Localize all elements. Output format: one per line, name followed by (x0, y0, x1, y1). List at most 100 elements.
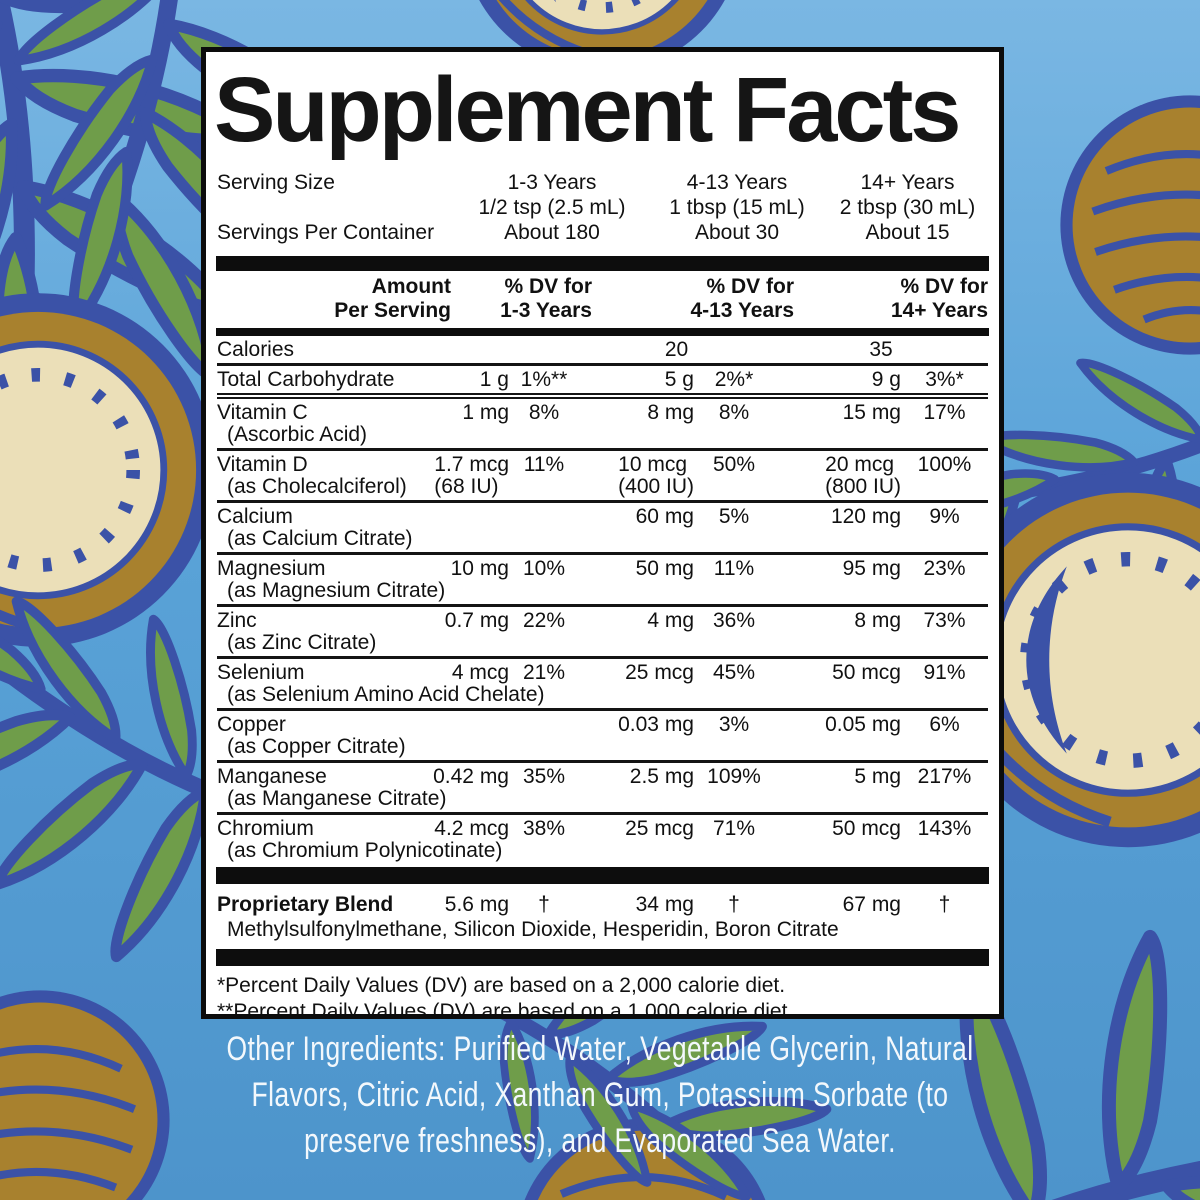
nutrient-form: (as Selenium Amino Acid Chelate) (227, 683, 545, 706)
dv-14plus: 143% (917, 817, 972, 840)
dv-14plus: 217% (917, 765, 972, 788)
dv-1-3: 38% (522, 817, 566, 840)
amount-1-3: 5.6 mg (444, 893, 509, 916)
nutrient-name: Chromium (217, 817, 314, 840)
nutrient-name: Vitamin D (217, 453, 308, 476)
row-chromium: Chromium (as Chromium Polynicotinate) 4.2… (217, 815, 988, 864)
amount-4-13: 10 mcg (400 IU) (618, 453, 694, 498)
nutrient-name: Selenium (217, 661, 305, 684)
amount-14plus: 5 mg (854, 765, 901, 788)
nutrient-form: (as Magnesium Citrate) (227, 579, 446, 602)
separator-bar-thick (216, 867, 989, 884)
nutrient-form: (as Manganese Citrate) (227, 787, 447, 810)
row-proprietary-blend: Proprietary Blend 5.6 mg † 34 mg † 67 mg… (217, 887, 988, 916)
dv-14plus: 23% (923, 557, 966, 580)
dv-1-3: 8% (528, 401, 560, 424)
header-dv-1-3: % DV for 1-3 Years (500, 275, 592, 322)
amount-4-13: 50 mg (635, 557, 694, 580)
panel-title: Supplement Facts (214, 59, 961, 161)
dv-4-13: 11% (713, 557, 755, 580)
amount-4-13: 60 mg (635, 505, 694, 528)
age-group-1: 1-3 Years (507, 171, 597, 194)
dv-1-3: 10% (522, 557, 566, 580)
row-zinc: Zinc (as Zinc Citrate) 0.7 mg 22% 4 mg 36… (217, 607, 988, 659)
dv-4-13: 45% (712, 661, 756, 684)
amount-14plus: 50 mcg (832, 817, 901, 840)
nutrient-form: (as Cholecalciferol) (227, 475, 407, 498)
row-calories: Calories 20 35 (217, 336, 988, 366)
dv-4-13: 3% (718, 713, 750, 736)
serving-info: Serving Size 1-3 Years 4-13 Years 14+ Ye… (217, 170, 988, 245)
dv-1-3: 22% (522, 609, 566, 632)
dv-14plus: 91% (923, 661, 966, 684)
supplement-facts-panel: Supplement Facts Serving Size 1-3 Years … (201, 47, 1004, 1019)
calories-4-13: 20 (664, 338, 689, 361)
amount-1-3: 1 g (479, 368, 509, 391)
amount-4-13: 8 mg (647, 401, 694, 424)
proprietary-blend-name: Proprietary Blend (217, 893, 394, 916)
nutrient-name: Magnesium (217, 557, 326, 580)
nutrient-name: Calories (217, 338, 295, 361)
amount-1-3: 4.2 mcg (434, 817, 509, 840)
dv-4-13: † (728, 893, 740, 916)
column-headers: Amount Per Serving % DV for 1-3 Years % … (217, 271, 988, 328)
nutrient-form: (as Chromium Polynicotinate) (227, 839, 503, 862)
age-group-3: 14+ Years (860, 171, 955, 194)
servings-per-container-label: Servings Per Container (217, 221, 435, 244)
amount-14plus: 50 mcg (832, 661, 901, 684)
row-manganese: Manganese (as Manganese Citrate) 0.42 mg … (217, 763, 988, 815)
amount-4-13: 25 mcg (625, 661, 694, 684)
nutrient-name: Calcium (217, 505, 293, 528)
serving-size-label: Serving Size (217, 171, 335, 194)
nutrient-name: Total Carbohydrate (217, 368, 395, 391)
coconut-illustration (1060, 95, 1200, 354)
row-vitamin-d: Vitamin D (as Cholecalciferol) 1.7 mcg (6… (217, 451, 988, 503)
row-copper: Copper (as Copper Citrate) 0.03 mg 3% 0.0… (217, 711, 988, 763)
nutrient-name: Manganese (217, 765, 327, 788)
row-total-carbohydrate: Total Carbohydrate 1 g 1%** 5 g 2%* 9 g … (217, 366, 988, 399)
dv-4-13: 50% (712, 453, 756, 476)
footnote-2000-calorie: *Percent Daily Values (DV) are based on … (217, 974, 786, 997)
calories-14plus: 35 (869, 338, 893, 361)
dv-14plus: 3%* (925, 368, 964, 391)
nutrient-table: Calories 20 35 Total Carbohydrate 1 g 1%… (217, 336, 988, 864)
serving-amount-3: 2 tbsp (30 mL) (839, 196, 976, 219)
amount-4-13: 25 mcg (625, 817, 694, 840)
dv-14plus: 6% (929, 713, 960, 736)
nutrient-form: (as Copper Citrate) (227, 735, 406, 758)
dv-4-13: 71% (712, 817, 756, 840)
row-calcium: Calcium (as Calcium Citrate) 60 mg 5% 120… (217, 503, 988, 555)
amount-14plus: 8 mg (854, 609, 901, 632)
servings-count-1: About 180 (504, 221, 600, 244)
amount-1-3: 0.7 mg (444, 609, 509, 632)
header-dv-4-13: % DV for 4-13 Years (690, 275, 794, 322)
separator-bar-thick (216, 256, 989, 271)
amount-4-13: 5 g (664, 368, 694, 391)
dv-1-3: † (538, 893, 550, 916)
amount-14plus: 67 mg (842, 893, 901, 916)
footnotes: *Percent Daily Values (DV) are based on … (217, 973, 988, 1019)
row-selenium: Selenium (as Selenium Amino Acid Chelate)… (217, 659, 988, 711)
amount-1-3: 1.7 mcg (68 IU) (434, 453, 509, 498)
nutrient-name: Copper (217, 713, 286, 736)
dv-4-13: 8% (718, 401, 750, 424)
dv-14plus: 17% (923, 401, 966, 424)
dv-14plus: † (938, 893, 951, 916)
amount-4-13: 2.5 mg (629, 765, 694, 788)
servings-count-2: About 30 (694, 221, 780, 244)
nutrient-form: (as Calcium Citrate) (227, 527, 413, 550)
footnote-1000-calorie: **Percent Daily Values (DV) are based on… (217, 1000, 794, 1019)
dv-1-3: 1%** (520, 368, 568, 391)
servings-count-3: About 15 (865, 221, 950, 244)
dv-4-13: 36% (712, 609, 756, 632)
nutrient-form: (as Zinc Citrate) (227, 631, 377, 654)
age-group-2: 4-13 Years (686, 171, 788, 194)
dv-4-13: 5% (718, 505, 750, 528)
dv-4-13: 2%* (714, 368, 754, 391)
serving-amount-2: 1 tbsp (15 mL) (669, 196, 805, 219)
dv-14plus: 73% (923, 609, 966, 632)
amount-1-3: 0.42 mg (433, 765, 509, 788)
other-ingredients-text: Other Ingredients: Purified Water, Veget… (226, 1030, 974, 1160)
separator-bar-thin (216, 328, 989, 336)
